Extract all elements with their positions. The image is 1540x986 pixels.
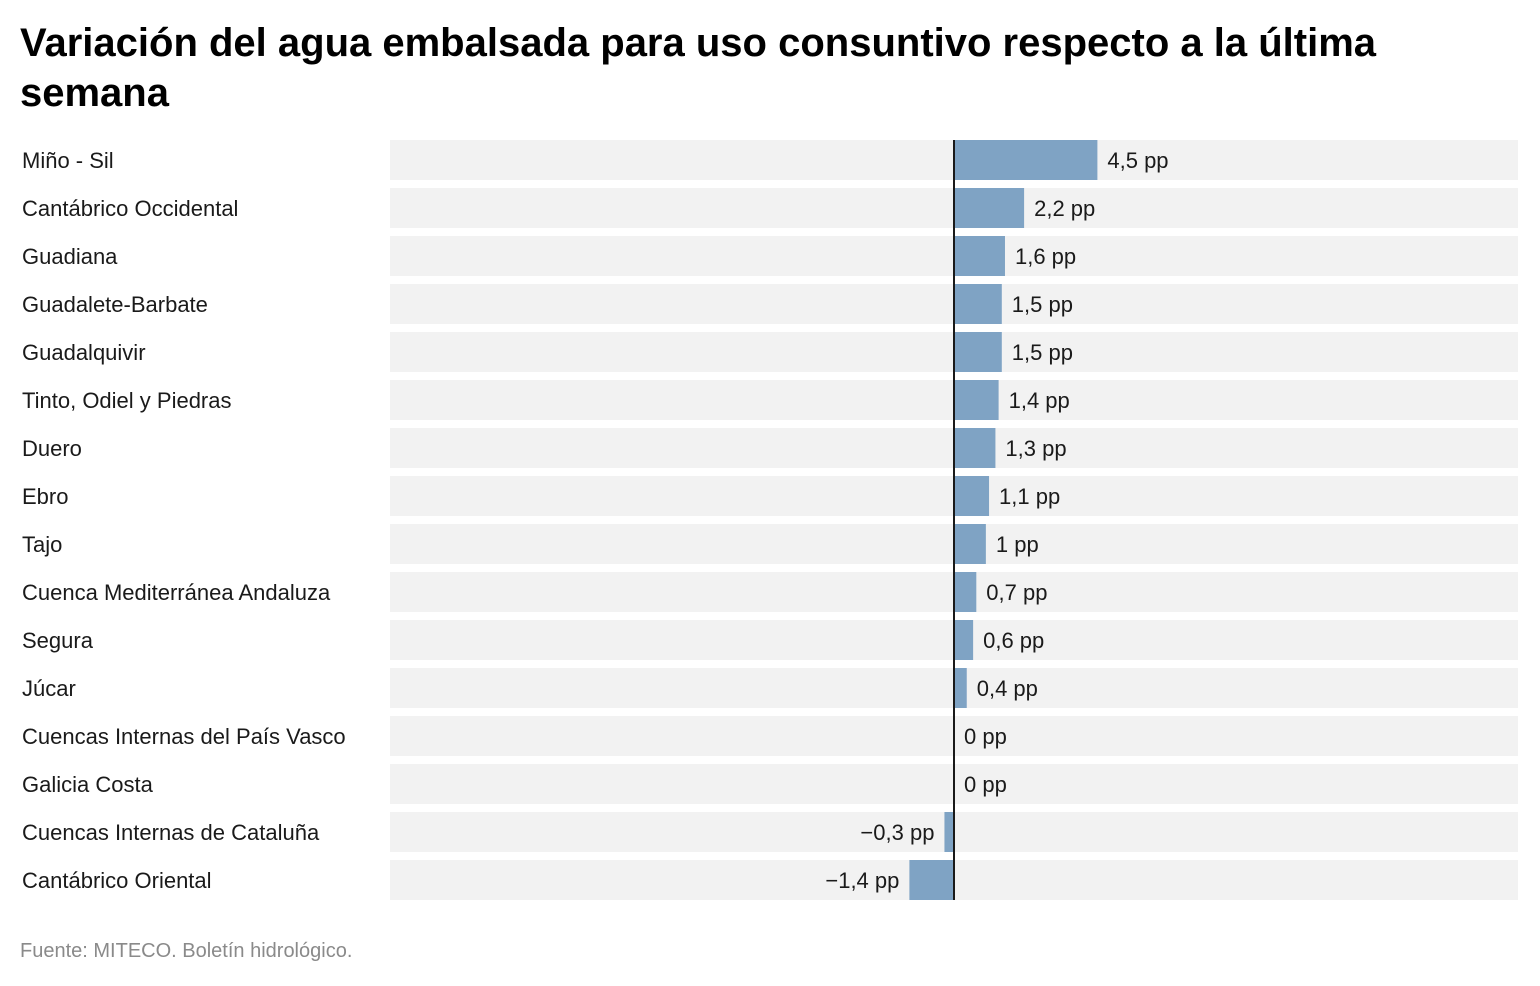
category-label: Duero <box>22 436 82 461</box>
bar <box>954 140 1098 180</box>
category-label: Galicia Costa <box>22 772 154 797</box>
bar <box>944 812 954 852</box>
category-label: Guadalquivir <box>22 340 146 365</box>
category-label: Tinto, Odiel y Piedras <box>22 388 232 413</box>
value-label: 1,5 pp <box>1012 340 1073 365</box>
value-label: 0,6 pp <box>983 628 1044 653</box>
chart-rows: Miño - Sil 4,5 pp Cantábrico Occidental 2,2… <box>22 140 1518 900</box>
value-label: 4,5 pp <box>1107 148 1168 173</box>
category-label: Tajo <box>22 532 62 557</box>
category-label: Ebro <box>22 484 68 509</box>
category-label: Guadiana <box>22 244 118 269</box>
bar <box>954 668 967 708</box>
bar <box>954 476 990 516</box>
category-label: Segura <box>22 628 94 653</box>
value-label: 1,6 pp <box>1015 244 1076 269</box>
bar <box>954 524 986 564</box>
category-label: Cantábrico Oriental <box>22 868 212 893</box>
value-label: 0 pp <box>964 724 1007 749</box>
value-label: 1 pp <box>996 532 1039 557</box>
bar <box>954 284 1002 324</box>
value-label: 1,4 pp <box>1009 388 1070 413</box>
bar <box>954 236 1005 276</box>
bar <box>954 332 1002 372</box>
bar <box>954 188 1025 228</box>
value-label: 0 pp <box>964 772 1007 797</box>
bar <box>909 860 954 900</box>
bar <box>954 428 996 468</box>
bar <box>954 572 977 612</box>
value-label: 0,4 pp <box>977 676 1038 701</box>
value-label: −0,3 pp <box>860 820 934 845</box>
value-label: 1,1 pp <box>999 484 1060 509</box>
category-label: Guadalete-Barbate <box>22 292 208 317</box>
bar <box>954 380 999 420</box>
source-note: Fuente: MITECO. Boletín hidrológico. <box>20 940 353 962</box>
category-label: Júcar <box>22 676 76 701</box>
chart-title: Variación del agua embalsada para uso co… <box>20 21 1377 115</box>
value-label: 0,7 pp <box>986 580 1047 605</box>
value-label: 1,3 pp <box>1005 436 1066 461</box>
value-label: 1,5 pp <box>1012 292 1073 317</box>
category-label: Miño - Sil <box>22 148 114 173</box>
category-label: Cuencas Internas de Cataluña <box>22 820 320 845</box>
value-label: −1,4 pp <box>825 868 899 893</box>
value-label: 2,2 pp <box>1034 196 1095 221</box>
category-label: Cuenca Mediterránea Andaluza <box>22 580 331 605</box>
category-label: Cantábrico Occidental <box>22 196 238 221</box>
category-label: Cuencas Internas del País Vasco <box>22 724 346 749</box>
bar <box>954 620 974 660</box>
